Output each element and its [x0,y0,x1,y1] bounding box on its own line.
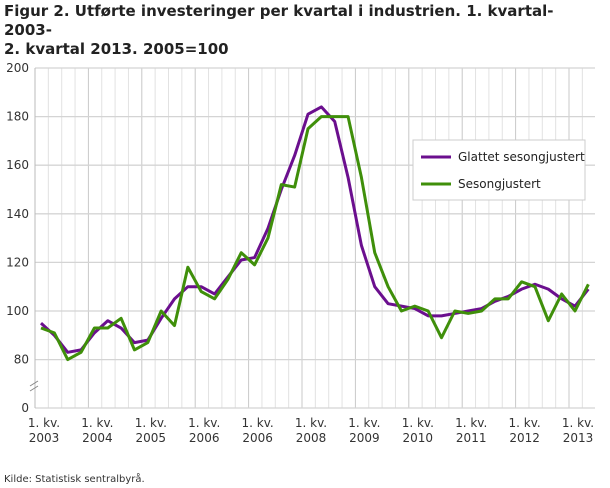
x-tick-label: 2010 [403,431,434,445]
y-tick-label: 180 [6,110,29,124]
x-tick-label: 2009 [349,431,380,445]
legend-label: Glattet sesongjustert [458,150,585,164]
x-tick-label: 1. kv. [241,416,273,430]
x-tick-label: 2008 [296,431,327,445]
x-tick-label: 1. kv. [562,416,594,430]
y-tick-label: 160 [6,158,29,172]
y-tick-label: 0 [21,401,29,415]
x-tick-label: 2011 [456,431,487,445]
x-tick-label: 1. kv. [81,416,113,430]
x-tick-label: 2006 [242,431,273,445]
x-tick-label: 2006 [189,431,220,445]
x-tick-label: 2013 [563,431,594,445]
legend-box [412,139,586,201]
x-tick-label: 2004 [82,431,113,445]
x-tick-label: 1. kv. [348,416,380,430]
legend-label: Sesongjustert [458,177,541,191]
x-tick-label: 1. kv. [135,416,167,430]
y-tick-label: 100 [6,304,29,318]
y-tick-label: 80 [14,353,29,367]
x-tick-label: 1. kv. [28,416,60,430]
x-tick-label: 1. kv. [188,416,220,430]
x-tick-label: 2003 [29,431,60,445]
y-tick-label: 140 [6,207,29,221]
x-tick-label: 1. kv. [455,416,487,430]
x-tick-label: 1. kv. [295,416,327,430]
axis-break-icon [29,380,39,392]
series-line-glattet [39,105,590,354]
title-line-1: Figur 2. Utførte investeringer per kvart… [4,2,554,39]
x-tick-label: 1. kv. [508,416,540,430]
series-line-sesongjustert [40,115,590,362]
x-tick-label: 2012 [509,431,540,445]
x-tick-label: 1. kv. [402,416,434,430]
title-line-2: 2. kvartal 2013. 2005=100 [4,40,229,58]
y-tick-label: 200 [6,61,29,75]
chart-title: Figur 2. Utførte investeringer per kvart… [4,2,604,59]
x-tick-label: 2005 [136,431,167,445]
source-note: Kilde: Statistisk sentralbyrå. [4,474,145,485]
y-tick-label: 120 [6,255,29,269]
